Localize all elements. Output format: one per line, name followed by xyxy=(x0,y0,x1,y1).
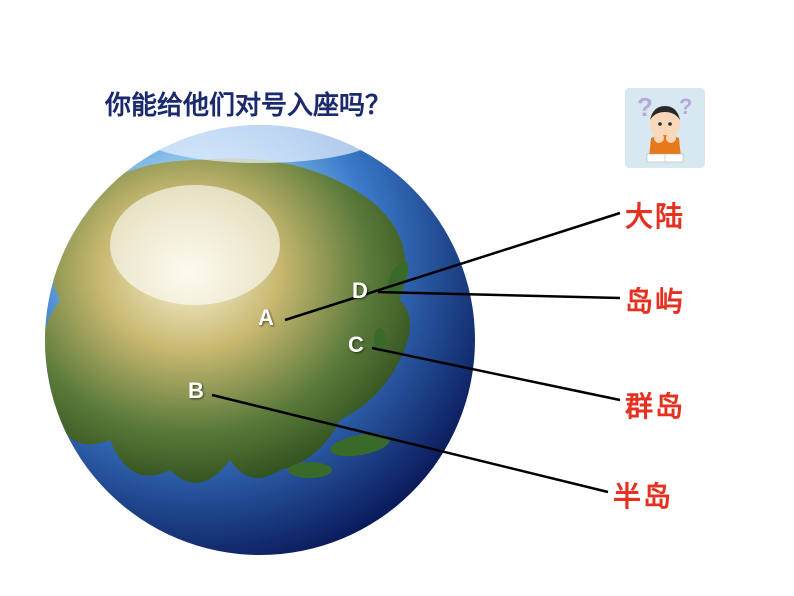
svg-text:?: ? xyxy=(637,92,653,122)
svg-text:?: ? xyxy=(679,94,692,119)
label-island: 岛屿 xyxy=(625,280,685,320)
marker-B: B xyxy=(188,378,204,404)
marker-D: D xyxy=(352,278,368,304)
globe-highlight xyxy=(110,185,280,305)
polar-cap xyxy=(140,107,380,163)
marker-A: A xyxy=(258,305,274,331)
label-archipelago: 群岛 xyxy=(625,385,685,425)
mascot-icon: ? ? xyxy=(625,88,705,168)
marker-C: C xyxy=(348,332,364,358)
label-continent: 大陆 xyxy=(625,195,685,235)
island-speck xyxy=(288,462,332,478)
label-peninsula: 半岛 xyxy=(613,475,673,515)
